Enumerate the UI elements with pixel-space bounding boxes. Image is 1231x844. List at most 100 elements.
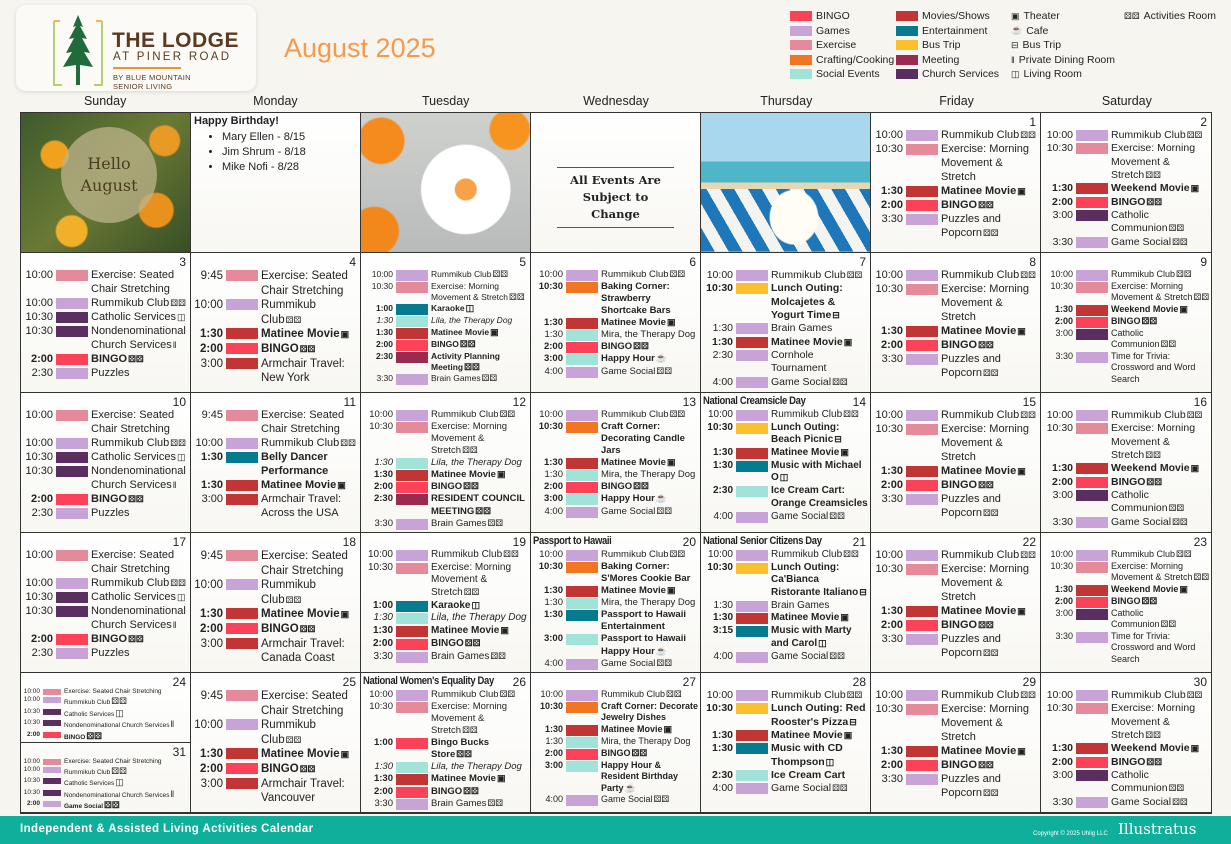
event-item[interactable]: 10:30 Exercise: Morning Movement & Stretc… [362, 281, 529, 303]
event-item[interactable]: 4:00 Game Social⚄⚄ [702, 511, 869, 524]
event-item[interactable]: 3:30 Brain Games⚄⚄ [362, 651, 529, 664]
event-item[interactable]: 10:30 Nondenominational Church Services‖ [22, 465, 189, 493]
event-item[interactable]: 1:30 Weekend Movie▣ [1042, 742, 1210, 755]
event-item[interactable]: 3:30 Brain Games⚄⚄ [362, 373, 529, 386]
event-item[interactable]: 10:00 Rummikub Club⚄⚄ [532, 409, 699, 421]
event-item[interactable]: 2:00 BINGO⚄⚄ [872, 339, 1039, 353]
event-item[interactable]: 10:00 Rummikub Club⚄⚄ [872, 269, 1039, 283]
event-item[interactable]: 1:30 Mira, the Therapy Dog [532, 469, 699, 482]
event-item[interactable]: 10:00 Rummikub Club⚄⚄ [1042, 409, 1210, 422]
event-item[interactable]: 3:30 Game Social⚄⚄ [1042, 516, 1210, 529]
event-item[interactable]: 10:30 Catholic Services◫ [22, 591, 189, 605]
event-item[interactable]: 1:30 Mira, the Therapy Dog [532, 597, 699, 610]
event-item[interactable]: 10:00 Rummikub Club⚄⚄ [1042, 269, 1210, 281]
event-item[interactable]: 10:30 Craft Corner: Decorating Candle Jar… [532, 421, 699, 457]
event-item[interactable]: 1:30 Matinee Movie▣ [362, 773, 529, 786]
event-item[interactable]: 2:30 Cornhole Tournament [702, 349, 869, 376]
event-item[interactable]: 10:00 Rummikub Club⚄⚄ [1042, 549, 1210, 561]
event-item[interactable]: 4:00 Game Social⚄⚄ [702, 651, 869, 664]
event-item[interactable]: 4:00 Game Social⚄⚄ [532, 366, 699, 378]
event-item[interactable]: 2:30 Ice Cream Cart: Orange Creamsicles [702, 485, 869, 510]
event-item[interactable]: 1:30 Matinee Movie▣ [532, 724, 699, 736]
event-item[interactable]: 1:30 Matinee Movie▣ [872, 185, 1039, 199]
event-item[interactable]: 10:00 Rummikub Club⚄⚄ [362, 689, 529, 701]
event-item[interactable]: 10:30 Exercise: Morning Movement & Stretc… [872, 563, 1039, 605]
event-item[interactable]: 10:00 Rummikub Club⚄⚄ [362, 269, 529, 281]
event-item[interactable]: 10:30 Catholic Services◫ [22, 311, 189, 325]
event-item[interactable]: 3:00 Armchair Travel: Vancouver [192, 777, 359, 806]
event-item[interactable]: 1:30 Lila, the Therapy Dog [362, 612, 529, 625]
event-item[interactable]: 1:30 Weekend Movie▣ [1042, 462, 1210, 475]
event-item[interactable]: 1:30 Matinee Movie▣ [872, 745, 1039, 759]
event-item[interactable]: 4:00 Game Social⚄⚄ [532, 506, 699, 518]
event-item[interactable]: 10:30 Lunch Outing: Red Rooster's Pizza⊟ [702, 702, 869, 729]
event-item[interactable]: 10:00 Rummikub Club⚄⚄ [872, 409, 1039, 423]
event-item[interactable]: 10:00 Rummikub Club⚄⚄ [872, 129, 1039, 143]
event-item[interactable]: 1:30 Matinee Movie▣ [872, 465, 1039, 479]
event-item[interactable]: 1:30 Lila, the Therapy Dog [362, 761, 529, 774]
event-item[interactable]: 2:00 BINGO⚄⚄ [362, 481, 529, 494]
event-item[interactable]: 10:30 Lunch Outing: Ca'Bianca Ristorante … [702, 562, 869, 600]
event-item[interactable]: 2:00 BINGO⚄⚄ [1042, 316, 1210, 328]
event-item[interactable]: 10:00 Rummikub Club⚄⚄ [22, 766, 189, 777]
event-item[interactable]: 2:00 Game Social⚄⚄ [22, 800, 189, 811]
event-item[interactable]: 3:00 Happy Hour & Resident Birthday Party… [532, 760, 699, 794]
event-item[interactable]: 4:00 Game Social⚄⚄ [532, 794, 699, 807]
event-item[interactable]: 2:30 RESIDENT COUNCIL MEETING⚄⚄ [362, 493, 529, 517]
event-item[interactable]: 1:00 Karaoke◫ [362, 600, 529, 613]
event-item[interactable]: 3:00 Armchair Travel: New York [192, 357, 359, 386]
event-item[interactable]: 1:30 Weekend Movie▣ [1042, 584, 1210, 596]
event-item[interactable]: 1:30 Matinee Movie▣ [532, 317, 699, 330]
event-item[interactable]: 10:00 Rummikub Club⚄⚄ [22, 696, 189, 707]
event-item[interactable]: 1:30 Passport to Hawaii Entertainment [532, 609, 699, 633]
event-item[interactable]: 2:30 Puzzles [22, 647, 189, 661]
event-item[interactable]: 10:30 Craft Corner: Decorate Jewelry Dish… [532, 701, 699, 724]
event-item[interactable]: 10:00 Rummikub Club⚄⚄ [1042, 129, 1210, 142]
event-item[interactable]: 4:00 Game Social⚄⚄ [702, 782, 869, 795]
event-item[interactable]: 9:45 Exercise: Seated Chair Stretching [192, 409, 359, 437]
event-item[interactable]: 10:00 Rummikub Club⚄⚄ [872, 689, 1039, 703]
event-item[interactable]: 1:30 Music with Michael O◫ [702, 460, 869, 485]
event-item[interactable]: 10:00 Rummikub Club⚄⚄ [532, 549, 699, 561]
event-item[interactable]: 2:00 BINGO⚄⚄ [1042, 756, 1210, 769]
event-item[interactable]: 10:00 Exercise: Seated Chair Stretching [22, 549, 189, 577]
event-item[interactable]: 10:30 Lunch Outing: Molcajetes & Yogurt T… [702, 282, 869, 322]
event-item[interactable]: 3:30 Puzzles and Popcorn⚄⚄ [872, 213, 1039, 241]
event-item[interactable]: 1:30 Music with CD Thompson◫ [702, 742, 869, 769]
event-item[interactable]: 1:30 Belly Dancer Performance [192, 451, 359, 479]
event-item[interactable]: 10:30 Nondenominational Church Services‖ [22, 719, 189, 730]
event-item[interactable]: 10:30 Exercise: Morning Movement & Stretc… [872, 423, 1039, 465]
event-item[interactable]: 10:00 Rummikub Club⚄⚄ [702, 269, 869, 282]
event-item[interactable]: 10:30 Catholic Services◫ [22, 708, 189, 719]
event-item[interactable]: 10:30 Exercise: Morning Movement & Stretc… [362, 562, 529, 600]
event-item[interactable]: 1:30 Brain Games [702, 322, 869, 335]
event-item[interactable]: 9:45 Exercise: Seated Chair Stretching [192, 689, 359, 718]
event-item[interactable]: 1:30 Weekend Movie▣ [1042, 304, 1210, 316]
event-item[interactable]: 3:00 Armchair Travel: Across the USA [192, 493, 359, 521]
event-item[interactable]: 2:30 Puzzles [22, 507, 189, 521]
event-item[interactable]: 3:30 Puzzles and Popcorn⚄⚄ [872, 353, 1039, 381]
event-item[interactable]: 10:30 Exercise: Morning Movement & Stretc… [362, 421, 529, 457]
event-item[interactable]: 2:00 BINGO⚄⚄ [22, 731, 189, 741]
event-item[interactable]: 10:30 Catholic Services◫ [22, 777, 189, 788]
event-item[interactable]: 10:00 Exercise: Seated Chair Stretching [22, 688, 189, 696]
event-item[interactable]: 10:00 Rummikub Club⚄⚄ [532, 269, 699, 281]
event-item[interactable]: 10:30 Exercise: Morning Movement & Stretc… [1042, 422, 1210, 462]
event-item[interactable]: 1:30 Matinee Movie▣ [362, 469, 529, 482]
event-item[interactable]: 3:30 Brain Games⚄⚄ [362, 798, 529, 810]
event-item[interactable]: 2:00 BINGO⚄⚄ [872, 479, 1039, 493]
event-item[interactable]: 3:15 Music with Marty and Carol◫ [702, 625, 869, 650]
event-item[interactable]: 2:00 BINGO⚄⚄ [1042, 476, 1210, 489]
event-item[interactable]: 1:00 Bingo Bucks Store⚄⚄ [362, 737, 529, 761]
event-item[interactable]: 1:30 Matinee Movie▣ [532, 457, 699, 470]
event-item[interactable]: 10:30 Exercise: Morning Movement & Stretc… [872, 703, 1039, 745]
event-item[interactable]: 10:30 Exercise: Morning Movement & Stretc… [872, 143, 1039, 185]
event-item[interactable]: 10:30 Exercise: Morning Movement & Stretc… [362, 701, 529, 737]
event-item[interactable]: 3:30 Time for Trivia: Crossword and Word … [1042, 351, 1210, 385]
event-item[interactable]: 10:30 Lunch Outing: Beach Picnic⊟ [702, 422, 869, 447]
event-item[interactable]: 2:00 BINGO⚄⚄ [362, 786, 529, 798]
event-item[interactable]: 3:30 Brain Games⚄⚄ [362, 518, 529, 530]
event-item[interactable]: 10:00 Exercise: Seated Chair Stretching [22, 409, 189, 437]
event-item[interactable]: 2:00 BINGO⚄⚄ [1042, 196, 1210, 209]
event-item[interactable]: 10:00 Rummikub Club⚄⚄ [362, 549, 529, 562]
